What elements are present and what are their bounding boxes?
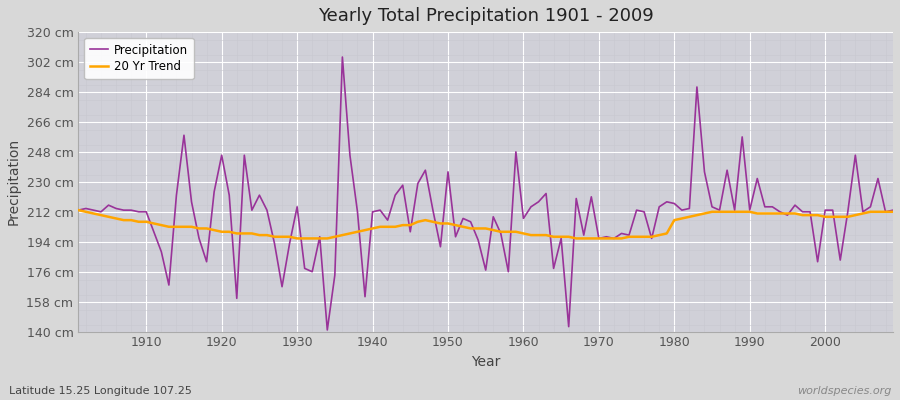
20 Yr Trend xyxy=(518,231,529,236)
Y-axis label: Precipitation: Precipitation xyxy=(7,138,21,226)
Precipitation xyxy=(73,208,84,212)
Text: Latitude 15.25 Longitude 107.25: Latitude 15.25 Longitude 107.25 xyxy=(9,386,192,396)
20 Yr Trend xyxy=(352,229,363,234)
20 Yr Trend xyxy=(307,236,318,241)
Precipitation xyxy=(887,208,898,212)
20 Yr Trend xyxy=(887,210,898,214)
Line: Precipitation: Precipitation xyxy=(78,57,893,330)
Title: Yearly Total Precipitation 1901 - 2009: Yearly Total Precipitation 1901 - 2009 xyxy=(318,7,653,25)
20 Yr Trend xyxy=(133,219,144,224)
Precipitation xyxy=(337,55,347,60)
Text: worldspecies.org: worldspecies.org xyxy=(796,386,891,396)
Line: 20 Yr Trend: 20 Yr Trend xyxy=(78,210,893,238)
20 Yr Trend xyxy=(526,233,536,238)
20 Yr Trend xyxy=(616,236,627,241)
X-axis label: Year: Year xyxy=(471,355,500,369)
20 Yr Trend xyxy=(292,236,302,241)
Precipitation xyxy=(533,200,544,204)
Precipitation xyxy=(300,266,310,271)
Precipitation xyxy=(624,233,634,238)
Precipitation xyxy=(526,204,536,209)
Precipitation xyxy=(360,294,371,299)
Precipitation xyxy=(322,328,333,332)
Legend: Precipitation, 20 Yr Trend: Precipitation, 20 Yr Trend xyxy=(85,38,194,79)
20 Yr Trend xyxy=(73,208,84,212)
Precipitation xyxy=(133,210,144,214)
